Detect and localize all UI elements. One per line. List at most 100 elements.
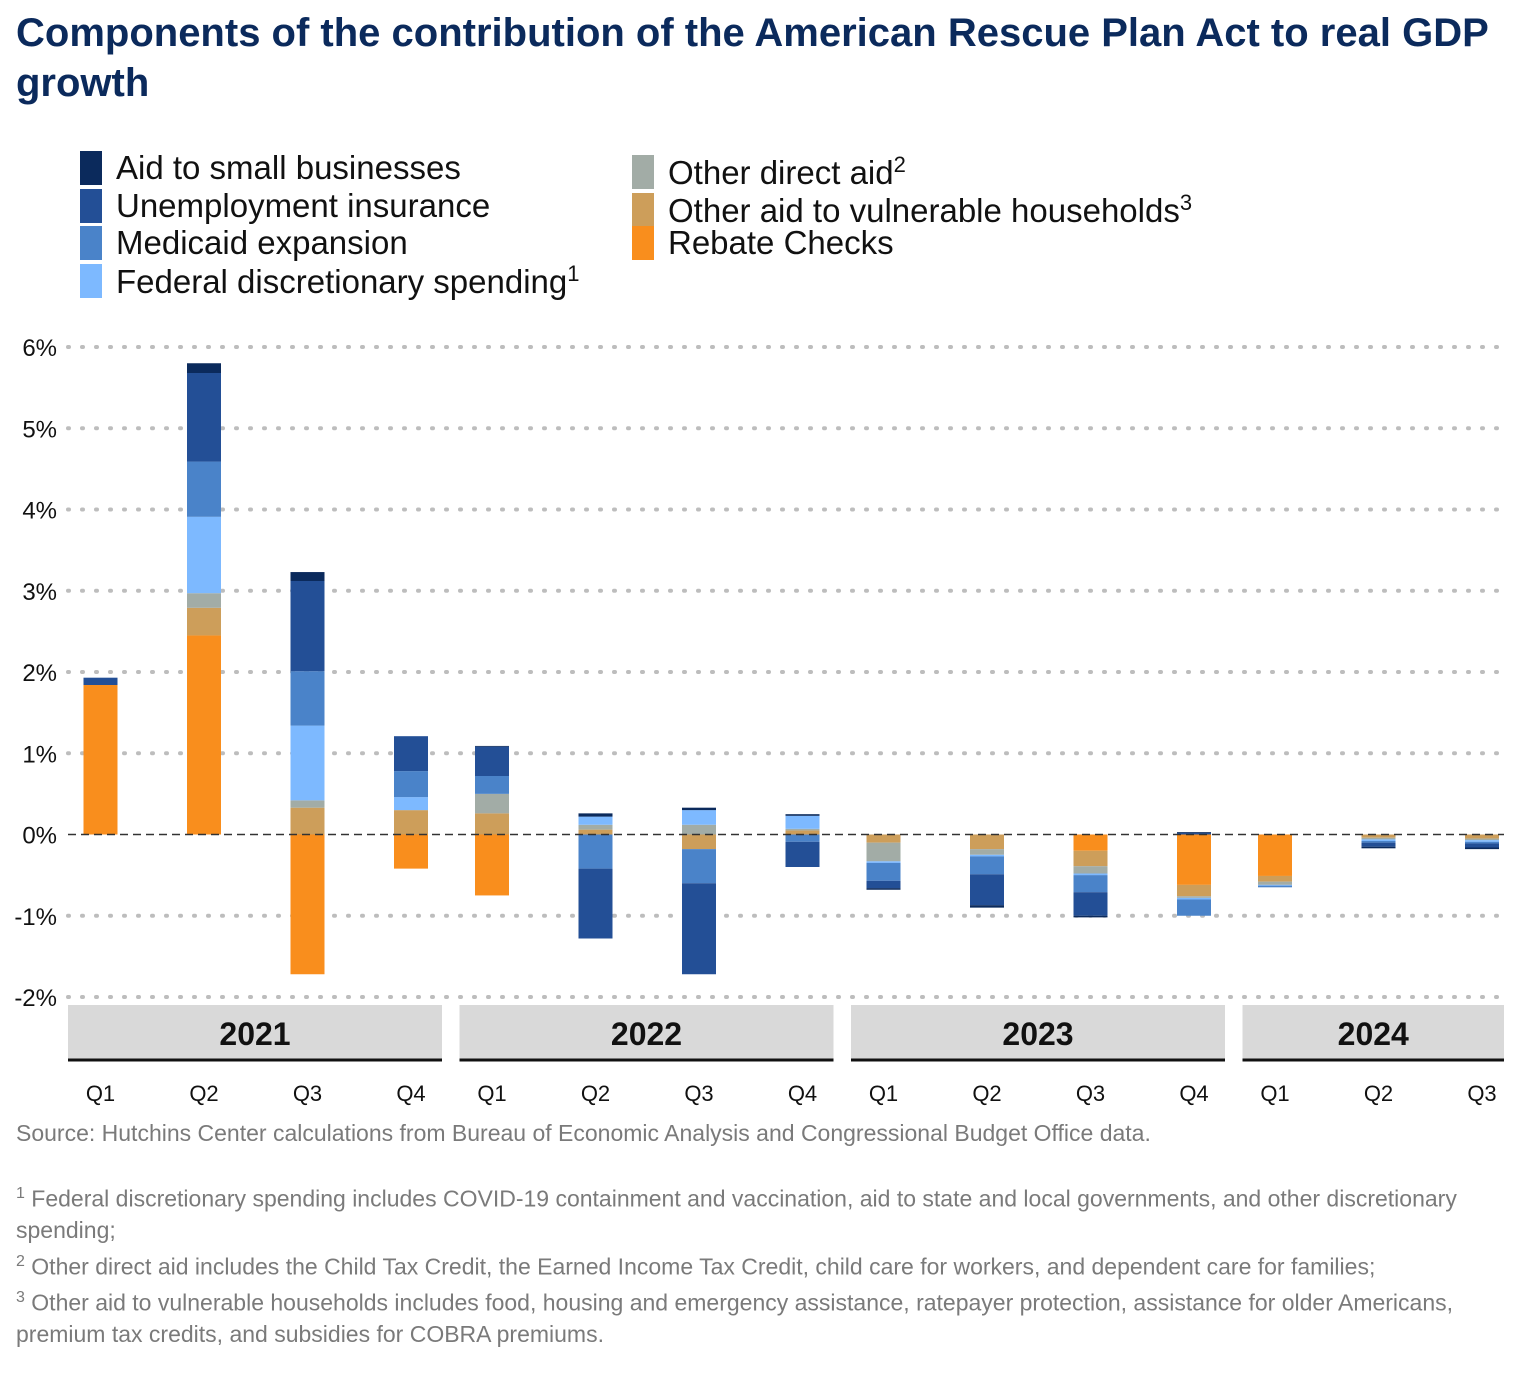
bar-segment bbox=[475, 834, 509, 896]
bar-segment bbox=[785, 830, 820, 835]
y-tick-label: 3% bbox=[22, 579, 57, 606]
bar-segment bbox=[290, 572, 325, 581]
bar-segment bbox=[394, 797, 428, 811]
bar-segment bbox=[1073, 873, 1108, 876]
footnote-3: 3 Other aid to vulnerable households inc… bbox=[16, 1282, 1516, 1350]
bar-segment bbox=[475, 793, 509, 814]
bar-segment bbox=[682, 883, 716, 975]
bar-segment bbox=[970, 856, 1004, 875]
bar-segment bbox=[187, 373, 221, 462]
bar-segment bbox=[290, 671, 325, 726]
bar-segment bbox=[475, 776, 509, 794]
bar-segment bbox=[578, 829, 613, 835]
quarter-label: Q1 bbox=[869, 1081, 898, 1106]
bar-segment bbox=[1465, 843, 1499, 848]
bar-segment bbox=[1465, 841, 1499, 844]
quarter-label: Q2 bbox=[1364, 1081, 1393, 1106]
bar-segment bbox=[394, 834, 428, 869]
legend-label: Federal discretionary spending bbox=[116, 263, 568, 300]
footnote-marker: 3 bbox=[16, 1289, 25, 1307]
bar-segment bbox=[187, 461, 221, 517]
bar-segment bbox=[1258, 884, 1292, 886]
bar-segment bbox=[394, 736, 428, 772]
footnote-marker: 1 bbox=[16, 1185, 25, 1202]
footnote-text: Other aid to vulnerable households inclu… bbox=[16, 1289, 1454, 1347]
legend-footnote-marker: 1 bbox=[567, 261, 580, 286]
legend-item-federal-discretionary-spending: Federal discretionary spending1 bbox=[80, 261, 580, 300]
bar-segment bbox=[866, 834, 901, 843]
y-tick-label: 0% bbox=[22, 823, 57, 850]
bar-segment bbox=[785, 841, 820, 867]
bar-segment bbox=[1073, 850, 1108, 867]
footnote-text: Other direct aid includes the Child Tax … bbox=[31, 1253, 1376, 1280]
bar-segment bbox=[290, 581, 325, 672]
bar-segment bbox=[290, 807, 325, 835]
quarter-label: Q4 bbox=[788, 1081, 817, 1106]
y-tick-label: -2% bbox=[14, 985, 57, 1012]
bar-segment bbox=[1073, 875, 1108, 893]
legend-item-unemployment-insurance: Unemployment insurance bbox=[80, 187, 491, 224]
footnote-2: 2 Other direct aid includes the Child Ta… bbox=[16, 1246, 1516, 1283]
bar-segment bbox=[682, 834, 716, 850]
bar-segment bbox=[1361, 839, 1396, 841]
footnotes: 1 Federal discretionary spending include… bbox=[16, 1178, 1516, 1350]
legend-swatch bbox=[632, 193, 654, 227]
legend-footnote-marker: 3 bbox=[1179, 190, 1193, 215]
bar-segment bbox=[1073, 915, 1108, 918]
source-note: Source: Hutchins Center calculations fro… bbox=[16, 1120, 1151, 1146]
bar-segment bbox=[785, 814, 820, 816]
bar-segment bbox=[187, 593, 221, 608]
bar-segment bbox=[785, 834, 820, 842]
bar-segment bbox=[578, 834, 613, 869]
year-band bbox=[68, 1005, 442, 1060]
bar-segment bbox=[866, 861, 901, 863]
bar-segment bbox=[1073, 866, 1108, 874]
bar-segment bbox=[1465, 838, 1499, 841]
y-tick-label: 4% bbox=[22, 498, 57, 525]
year-label: 2024 bbox=[1338, 1016, 1409, 1052]
legend-item-other-aid-to-vulnerable-households: Other aid to vulnerable households3 bbox=[632, 190, 1193, 229]
y-tick-label: -1% bbox=[14, 904, 57, 931]
bar-segment bbox=[578, 868, 613, 939]
bar-segment bbox=[290, 834, 325, 975]
bars bbox=[83, 363, 1499, 975]
bar-segment bbox=[1258, 885, 1292, 888]
bar-segment bbox=[1361, 846, 1396, 849]
quarter-label: Q3 bbox=[1076, 1081, 1105, 1106]
legend-swatch bbox=[632, 155, 654, 189]
legend-label: Medicaid expansion bbox=[116, 224, 408, 261]
bar-segment bbox=[1073, 892, 1108, 916]
bar-segment bbox=[970, 834, 1004, 850]
legend-label: Rebate Checks bbox=[668, 224, 894, 261]
bar-segment bbox=[866, 862, 901, 881]
legend-label: Aid to small businesses bbox=[116, 149, 461, 186]
year-band bbox=[1242, 1005, 1504, 1060]
legend-swatch bbox=[80, 151, 102, 185]
bar-segment bbox=[682, 824, 716, 835]
legend-item-rebate-checks: Rebate Checks bbox=[632, 224, 894, 261]
year-label: 2023 bbox=[1002, 1016, 1073, 1052]
x-axis-tick-labels: Q1 Q2 Q3 Q4 Q1 Q2 Q3 Q4 Q1 Q2 Q3 Q4 Q1 Q2 Q3 bbox=[86, 1081, 1497, 1106]
legend-item-aid-to-small-businesses: Aid to small businesses bbox=[80, 149, 461, 186]
legend-item-medicaid-expansion: Medicaid expansion bbox=[80, 224, 408, 261]
bar-segment bbox=[578, 813, 613, 817]
gridlines bbox=[66, 345, 1506, 999]
bar-segment bbox=[866, 880, 901, 889]
quarter-label: Q2 bbox=[189, 1081, 218, 1106]
bar-segment bbox=[187, 635, 221, 835]
year-bands: 2021 2022 2023 2024 bbox=[68, 1005, 1504, 1062]
legend-label: Unemployment insurance bbox=[116, 187, 491, 224]
year-label: 2022 bbox=[611, 1016, 682, 1052]
quarter-label: Q3 bbox=[1467, 1081, 1496, 1106]
bar-segment bbox=[970, 874, 1004, 906]
footnote-1: 1 Federal discretionary spending include… bbox=[16, 1178, 1516, 1246]
year-band bbox=[459, 1005, 834, 1060]
bar-segment bbox=[785, 828, 820, 831]
legend-swatch bbox=[80, 189, 102, 223]
quarter-label: Q1 bbox=[477, 1081, 506, 1106]
legend-footnote-marker: 2 bbox=[893, 152, 906, 177]
bar-segment bbox=[578, 824, 613, 830]
bar-segment bbox=[1258, 834, 1292, 876]
year-label: 2021 bbox=[219, 1016, 290, 1052]
quarter-label: Q2 bbox=[972, 1081, 1001, 1106]
